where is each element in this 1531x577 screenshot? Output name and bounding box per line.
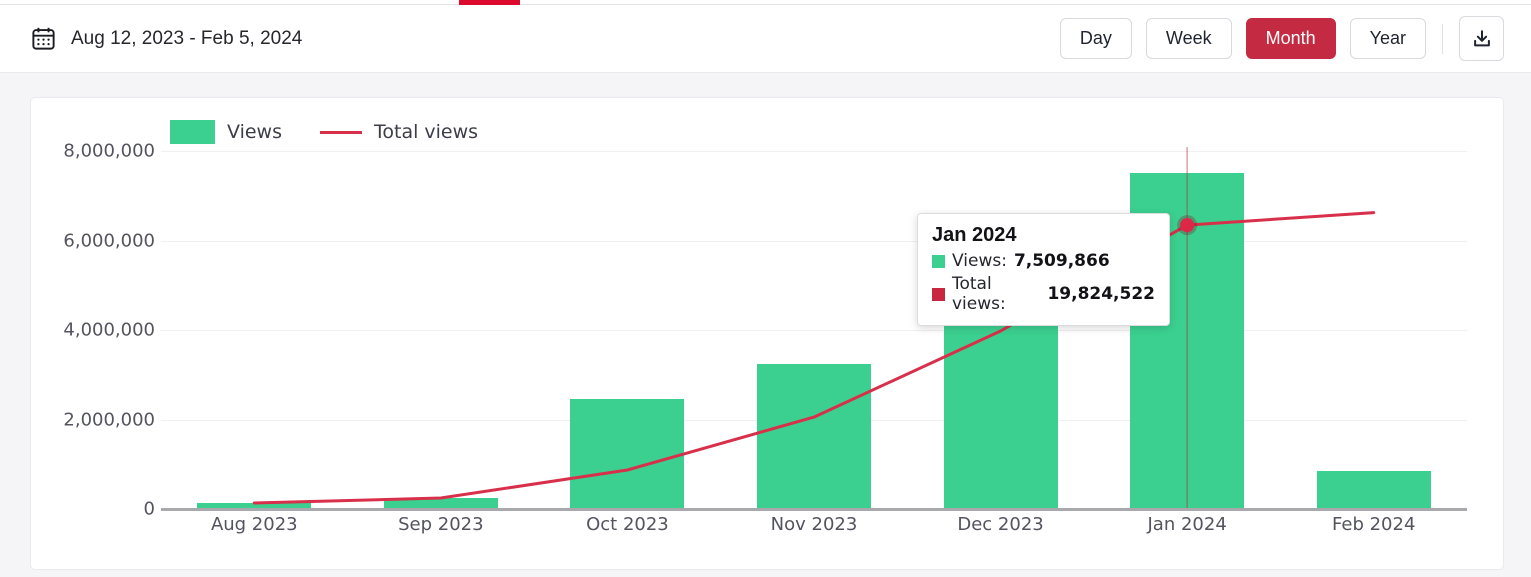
range-button-year[interactable]: Year bbox=[1349, 17, 1426, 60]
bar-feb-2024[interactable] bbox=[1316, 470, 1431, 509]
legend-label: Total views bbox=[374, 121, 479, 143]
download-button[interactable] bbox=[1459, 16, 1504, 61]
bar-dec-2023[interactable] bbox=[943, 307, 1058, 509]
calendar-icon bbox=[30, 25, 57, 52]
chart-legend: Views Total views bbox=[170, 120, 478, 144]
legend-item-total-views[interactable]: Total views bbox=[320, 121, 478, 143]
legend-item-views[interactable]: Views bbox=[170, 120, 282, 144]
date-range-picker[interactable]: Aug 12, 2023 - Feb 5, 2024 bbox=[30, 25, 302, 52]
total-views-line-icon bbox=[320, 130, 362, 134]
range-controls: Day Week Month Year bbox=[1059, 16, 1504, 61]
bar-oct-2023[interactable] bbox=[570, 399, 685, 509]
legend-label: Views bbox=[227, 121, 282, 143]
range-button-month[interactable]: Month bbox=[1245, 17, 1336, 60]
bar-aug-2023[interactable] bbox=[197, 503, 312, 509]
views-swatch-icon bbox=[170, 120, 215, 144]
range-button-week[interactable]: Week bbox=[1145, 17, 1232, 60]
bar-sep-2023[interactable] bbox=[383, 498, 498, 509]
toolbar-divider bbox=[1442, 23, 1443, 54]
highlight-point[interactable] bbox=[1180, 218, 1195, 233]
toolbar: Aug 12, 2023 - Feb 5, 2024 Day Week Month Y… bbox=[0, 5, 1531, 73]
date-range-label: Aug 12, 2023 - Feb 5, 2024 bbox=[71, 27, 303, 49]
active-tab-indicator bbox=[459, 0, 520, 5]
range-button-group: Day Week Month Year bbox=[1059, 17, 1426, 60]
download-icon bbox=[1471, 28, 1493, 50]
range-button-day[interactable]: Day bbox=[1059, 17, 1132, 60]
top-divider bbox=[0, 0, 1531, 5]
bar-nov-2023[interactable] bbox=[757, 364, 871, 509]
